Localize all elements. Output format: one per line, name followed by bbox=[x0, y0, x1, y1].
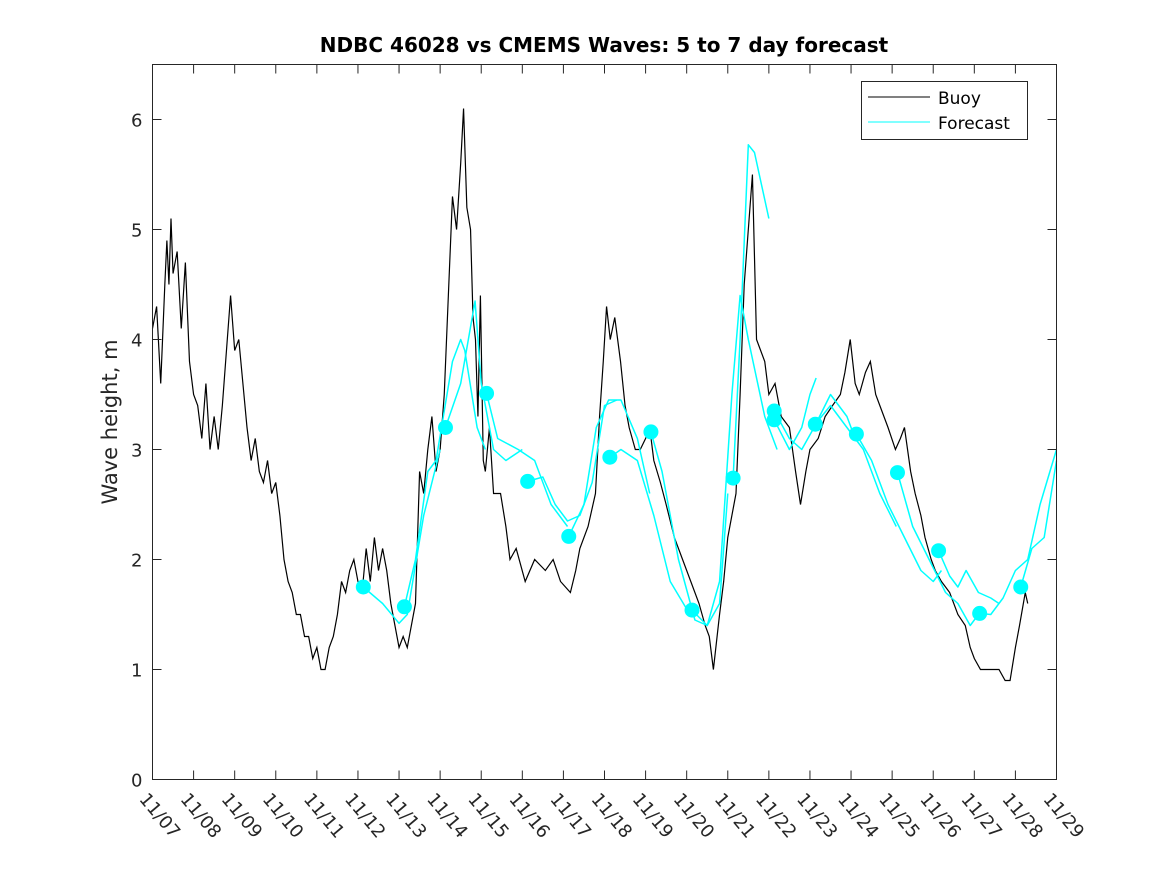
forecast-segment-17 bbox=[1020, 460, 1058, 588]
forecast-segment-7 bbox=[650, 431, 729, 627]
legend-box bbox=[861, 81, 1028, 140]
y-tick-label: 6 bbox=[131, 111, 142, 132]
forecast-marker-3 bbox=[479, 385, 495, 401]
forecast-segment-4 bbox=[527, 399, 618, 522]
forecast-segment-3 bbox=[485, 393, 569, 527]
forecast-segment-12 bbox=[814, 404, 897, 527]
forecast-marker-13 bbox=[848, 426, 864, 442]
legend: Buoy Forecast bbox=[861, 81, 1028, 140]
forecast-segment-6 bbox=[609, 448, 693, 616]
forecast-marker-7 bbox=[643, 424, 659, 440]
forecast-segment-9 bbox=[732, 144, 770, 479]
y-axis-label: Wave height, m bbox=[98, 339, 122, 504]
forecast-marker-1 bbox=[396, 599, 412, 615]
x-tick-label: 11/16 bbox=[504, 789, 553, 842]
forecast-marker-0 bbox=[355, 579, 371, 595]
forecast-segment-16 bbox=[979, 449, 1058, 616]
x-tick-label: 11/19 bbox=[628, 789, 677, 842]
forecast-marker-5 bbox=[561, 528, 577, 544]
x-tick-label: 11/26 bbox=[915, 789, 964, 842]
legend-buoy-label: Buoy bbox=[938, 89, 981, 109]
forecast-segment-13 bbox=[855, 433, 943, 583]
x-tick-label: 11/24 bbox=[833, 789, 882, 842]
forecast-segment-0 bbox=[362, 449, 441, 625]
x-tick-label: 11/21 bbox=[710, 789, 759, 842]
forecast-marker-8 bbox=[684, 602, 700, 618]
x-tick-label: 11/12 bbox=[340, 789, 389, 842]
x-tick-label: 11/13 bbox=[381, 789, 430, 842]
forecast-segment-8 bbox=[691, 294, 778, 627]
x-tick-label: 11/22 bbox=[751, 789, 800, 842]
x-tick-label: 11/25 bbox=[874, 789, 923, 842]
forecast-segment-5 bbox=[568, 399, 651, 537]
x-tick-label: 11/20 bbox=[669, 789, 718, 842]
x-tick-label: 11/27 bbox=[956, 789, 1005, 842]
forecast-marker-2 bbox=[437, 420, 453, 435]
forecast-marker-16 bbox=[972, 605, 988, 621]
x-tick-label: 11/17 bbox=[546, 789, 595, 842]
chart-title: NDBC 46028 vs CMEMS Waves: 5 to 7 day fo… bbox=[320, 33, 889, 57]
x-tick-label: 11/23 bbox=[792, 789, 841, 842]
forecast-marker-9 bbox=[725, 470, 741, 486]
forecast-marker-12 bbox=[807, 416, 823, 432]
x-tick-label: 11/09 bbox=[217, 789, 266, 842]
forecast-segment-14 bbox=[896, 472, 980, 627]
y-tick-label: 1 bbox=[131, 661, 142, 682]
x-tick-label: 11/18 bbox=[587, 789, 636, 842]
forecast-marker-14 bbox=[889, 465, 905, 481]
x-tick-label: 11/15 bbox=[463, 789, 512, 842]
y-tick-label: 5 bbox=[131, 221, 142, 242]
forecast-segment-2 bbox=[444, 300, 523, 462]
plot-area-frame bbox=[152, 64, 1057, 780]
buoy-series-line bbox=[151, 108, 1029, 682]
x-tick-label: 11/28 bbox=[998, 789, 1047, 842]
y-tick-label: 4 bbox=[131, 331, 142, 352]
x-tick-label: 11/10 bbox=[258, 789, 307, 842]
forecast-marker-17 bbox=[1013, 579, 1029, 595]
y-tick-label: 0 bbox=[131, 771, 142, 792]
x-tick-label: 11/29 bbox=[1039, 789, 1088, 842]
y-tick-label: 2 bbox=[131, 551, 142, 572]
y-tick-label: 3 bbox=[131, 441, 142, 462]
x-tick-label: 11/08 bbox=[176, 789, 225, 842]
forecast-marker-15 bbox=[931, 543, 947, 559]
forecast-segment-1 bbox=[403, 338, 487, 607]
x-tick-label: 11/11 bbox=[299, 789, 348, 842]
forecast-marker-11 bbox=[766, 412, 782, 428]
forecast-marker-4 bbox=[520, 473, 536, 489]
forecast-marker-6 bbox=[602, 449, 618, 465]
forecast-segment-15 bbox=[937, 550, 1000, 605]
x-tick-label: 11/14 bbox=[422, 789, 471, 842]
legend-forecast-label: Forecast bbox=[938, 114, 1010, 134]
x-tick-label: 11/07 bbox=[135, 789, 184, 842]
forecast-segment-11 bbox=[773, 377, 817, 451]
